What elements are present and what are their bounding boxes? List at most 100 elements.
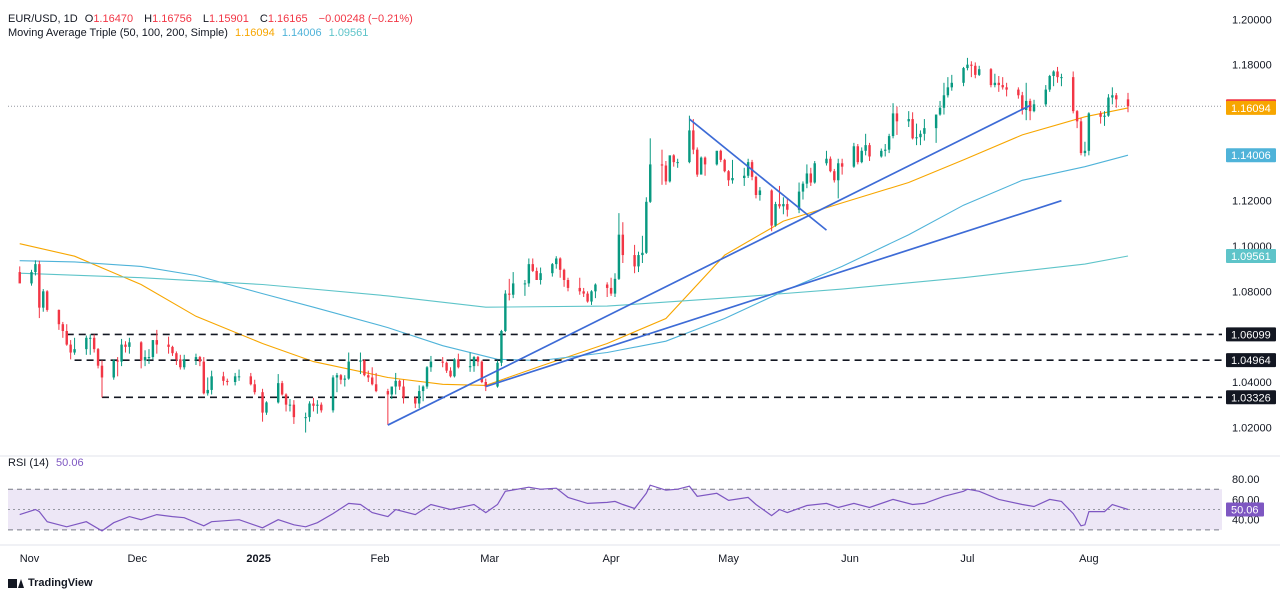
candle <box>308 401 311 422</box>
candle <box>1103 111 1106 126</box>
candle <box>73 337 76 355</box>
candle-body <box>977 69 981 75</box>
candle <box>1075 110 1079 129</box>
candle-body <box>69 344 72 353</box>
tradingview-logo-icon <box>8 578 24 588</box>
candle <box>468 352 472 372</box>
candle-body <box>864 145 867 151</box>
candle <box>539 267 542 285</box>
candle-body <box>57 309 61 325</box>
candle <box>617 213 621 280</box>
candle-body <box>778 204 781 207</box>
candle-body <box>993 82 997 86</box>
candle-body <box>1107 97 1110 116</box>
candle <box>938 100 942 116</box>
candle <box>641 235 644 263</box>
candle <box>210 370 213 395</box>
candle <box>194 353 198 365</box>
candle-body <box>637 255 640 267</box>
candle <box>770 189 773 232</box>
candle-body <box>586 293 589 302</box>
candle <box>880 148 883 158</box>
candle <box>276 374 280 404</box>
candle <box>609 277 613 296</box>
candle-body <box>758 190 762 195</box>
ma200-line <box>19 255 1129 308</box>
trendline <box>688 118 828 231</box>
candle-body <box>950 82 954 88</box>
candle <box>1017 87 1020 99</box>
tradingview-logo[interactable]: TradingView <box>8 577 93 589</box>
candle <box>1048 74 1051 92</box>
candle-body <box>316 404 319 406</box>
candle-body <box>535 270 538 280</box>
candle <box>970 61 973 78</box>
candle-body <box>511 283 515 295</box>
candle-body <box>347 361 350 379</box>
candle-body <box>668 155 672 182</box>
candle-body <box>989 69 993 86</box>
rsi-title[interactable]: RSI (14) <box>8 457 49 469</box>
candle <box>825 150 828 166</box>
time-tick-label: Nov <box>20 553 40 565</box>
candle-body <box>38 264 41 308</box>
candle <box>692 119 695 155</box>
price-axis[interactable]: 1.200001.180001.160001.140001.120001.100… <box>1226 14 1276 434</box>
candle-body <box>304 417 307 419</box>
candle <box>915 123 918 146</box>
ma-title[interactable]: Moving Average Triple (50, 100, 200, Sim… <box>8 27 228 39</box>
candle <box>778 185 781 209</box>
candle-body <box>253 384 256 393</box>
candle <box>504 290 507 333</box>
candle-body <box>1075 111 1079 122</box>
candle <box>621 222 625 263</box>
candle-body <box>194 357 198 360</box>
ma50-value: 1.16094 <box>234 27 275 39</box>
candle <box>198 355 202 367</box>
candle <box>723 158 726 173</box>
candle-body <box>880 150 883 157</box>
candle-body <box>390 386 393 395</box>
ma100-line <box>19 154 1129 362</box>
candle-body <box>429 361 433 368</box>
candle <box>367 370 370 382</box>
candle-body <box>249 376 253 385</box>
candle <box>911 112 914 140</box>
low-value: 1.15901 <box>209 13 249 25</box>
candle <box>895 106 899 135</box>
candle <box>320 402 323 413</box>
candle <box>989 68 993 88</box>
candle-body <box>786 204 789 210</box>
candle-body <box>590 291 593 302</box>
candle-body <box>370 377 374 385</box>
candle <box>523 280 527 296</box>
price-label-badge <box>1226 353 1276 368</box>
candle-body <box>962 68 965 83</box>
candle <box>175 351 178 365</box>
candle-body <box>829 158 832 172</box>
candle <box>782 197 785 215</box>
candle-body <box>934 114 938 129</box>
high-label: H <box>144 13 153 25</box>
candle <box>508 278 511 301</box>
price-tick-label: 1.02000 <box>1232 422 1272 434</box>
symbol-label[interactable]: EUR/USD, 1D <box>8 13 78 25</box>
candle-body <box>320 404 323 411</box>
candle-body <box>1021 95 1024 110</box>
candle-body <box>472 357 476 367</box>
candle <box>363 359 366 377</box>
candle <box>805 164 809 189</box>
candle <box>1107 94 1110 117</box>
candle <box>61 321 65 338</box>
candle <box>977 65 981 76</box>
open-value: 1.16470 <box>93 13 134 25</box>
candle <box>331 375 335 413</box>
candle-body <box>308 403 311 418</box>
candle <box>923 119 926 141</box>
horizontal-levels <box>66 333 1222 399</box>
candle-body <box>782 204 785 207</box>
candle-body <box>398 380 401 387</box>
candle <box>774 201 777 227</box>
time-axis[interactable]: Nov Dec 2025 Feb Mar Apr May Jun Jul Aug <box>20 553 1099 565</box>
candle-body <box>202 361 206 394</box>
